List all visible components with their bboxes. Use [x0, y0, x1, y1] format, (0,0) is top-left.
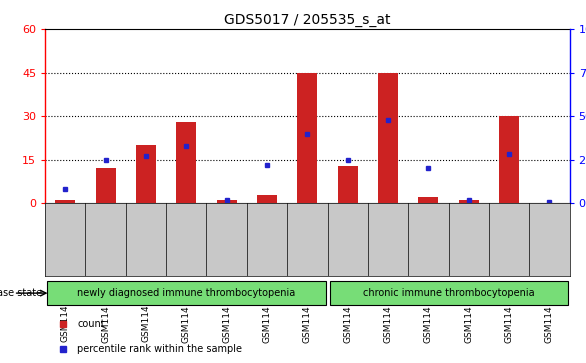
- Bar: [329, 281, 568, 305]
- Bar: [217, 200, 237, 203]
- Bar: [96, 168, 115, 203]
- Bar: [297, 73, 318, 203]
- Bar: [257, 195, 277, 203]
- Text: count: count: [77, 319, 105, 329]
- Bar: [47, 281, 325, 305]
- Text: newly diagnosed immune thrombocytopenia: newly diagnosed immune thrombocytopenia: [77, 288, 295, 298]
- Bar: [338, 166, 358, 203]
- Bar: [55, 200, 76, 203]
- Bar: [378, 73, 398, 203]
- Text: chronic immune thrombocytopenia: chronic immune thrombocytopenia: [363, 288, 534, 298]
- Bar: [136, 145, 156, 203]
- Text: percentile rank within the sample: percentile rank within the sample: [77, 344, 243, 354]
- Bar: [418, 197, 438, 203]
- Title: GDS5017 / 205535_s_at: GDS5017 / 205535_s_at: [224, 13, 391, 26]
- Bar: [459, 200, 479, 203]
- Text: disease state: disease state: [0, 288, 42, 298]
- Bar: [499, 116, 519, 203]
- Bar: [176, 122, 196, 203]
